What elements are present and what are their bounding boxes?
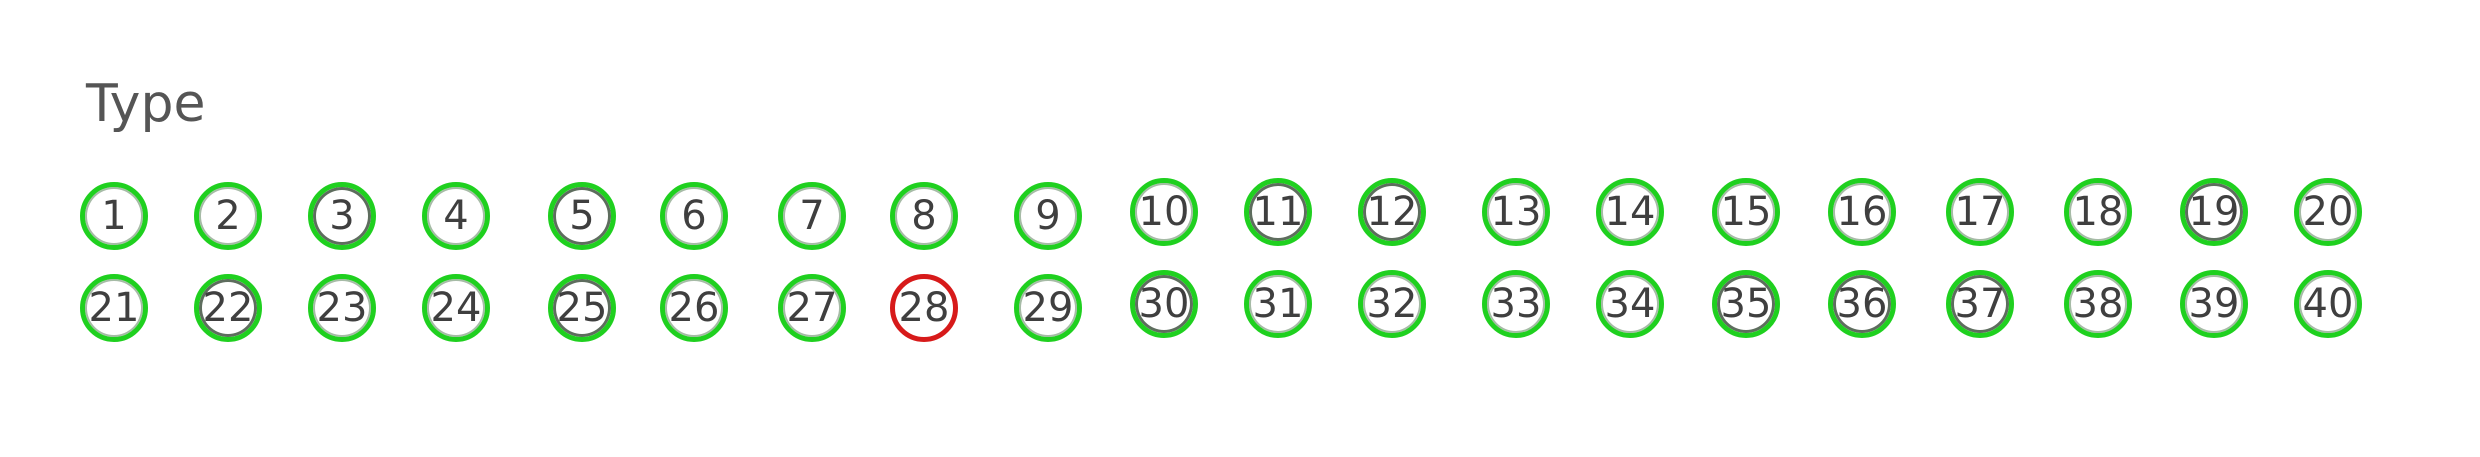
question-button-35[interactable]: 35 (1712, 270, 1780, 338)
question-button-1[interactable]: 1 (80, 182, 148, 250)
question-button-6[interactable]: 6 (660, 182, 728, 250)
question-button-39[interactable]: 39 (2180, 270, 2248, 338)
question-button-37[interactable]: 37 (1946, 270, 2014, 338)
question-button-2[interactable]: 2 (194, 182, 262, 250)
question-button-40[interactable]: 40 (2294, 270, 2362, 338)
question-button-16[interactable]: 16 (1828, 178, 1896, 246)
question-button-17[interactable]: 17 (1946, 178, 2014, 246)
question-button-19[interactable]: 19 (2180, 178, 2248, 246)
question-button-29[interactable]: 29 (1014, 274, 1082, 342)
question-button-13[interactable]: 13 (1482, 178, 1550, 246)
question-button-32[interactable]: 32 (1358, 270, 1426, 338)
question-button-15[interactable]: 15 (1712, 178, 1780, 246)
section-title: Type (86, 74, 206, 134)
question-button-34[interactable]: 34 (1596, 270, 1664, 338)
question-button-9[interactable]: 9 (1014, 182, 1082, 250)
question-button-21[interactable]: 21 (80, 274, 148, 342)
question-button-4[interactable]: 4 (422, 182, 490, 250)
question-button-5[interactable]: 5 (548, 182, 616, 250)
question-button-28[interactable]: 28 (890, 274, 958, 342)
question-button-8[interactable]: 8 (890, 182, 958, 250)
question-button-7[interactable]: 7 (778, 182, 846, 250)
question-button-3[interactable]: 3 (308, 182, 376, 250)
question-button-18[interactable]: 18 (2064, 178, 2132, 246)
question-button-36[interactable]: 36 (1828, 270, 1896, 338)
question-button-12[interactable]: 12 (1358, 178, 1426, 246)
question-button-25[interactable]: 25 (548, 274, 616, 342)
question-button-26[interactable]: 26 (660, 274, 728, 342)
question-button-10[interactable]: 10 (1130, 178, 1198, 246)
question-button-30[interactable]: 30 (1130, 270, 1198, 338)
question-button-23[interactable]: 23 (308, 274, 376, 342)
question-button-20[interactable]: 20 (2294, 178, 2362, 246)
question-button-22[interactable]: 22 (194, 274, 262, 342)
question-button-27[interactable]: 27 (778, 274, 846, 342)
question-button-31[interactable]: 31 (1244, 270, 1312, 338)
question-button-14[interactable]: 14 (1596, 178, 1664, 246)
question-grid: 1 2 3 4 5 6 7 8 9 10 11 12 13 14 15 16 17 18 19 20 21 22 23 24 2… (80, 178, 2380, 358)
question-button-24[interactable]: 24 (422, 274, 490, 342)
question-button-11[interactable]: 11 (1244, 178, 1312, 246)
question-button-38[interactable]: 38 (2064, 270, 2132, 338)
question-button-33[interactable]: 33 (1482, 270, 1550, 338)
